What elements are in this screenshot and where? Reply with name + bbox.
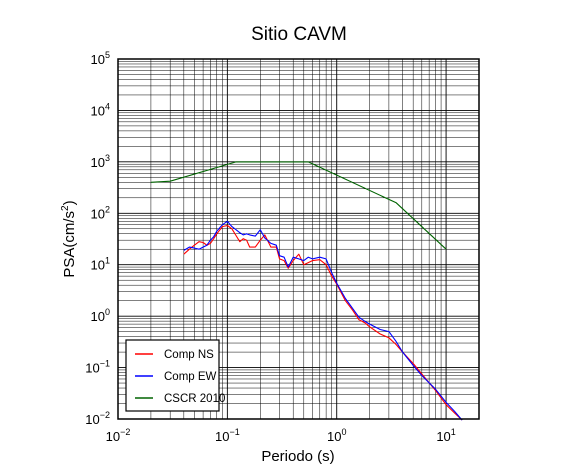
x-tick-label: 100 bbox=[327, 427, 346, 444]
series-line-cscr-2010 bbox=[150, 161, 447, 250]
y-tick-label: 101 bbox=[91, 256, 110, 273]
y-tick-label: 10−1 bbox=[85, 359, 110, 376]
plot-frame bbox=[117, 58, 480, 420]
y-tick-label: 104 bbox=[91, 101, 110, 118]
y-axis-label-exponent: 2 bbox=[60, 205, 71, 211]
x-tick-label: 10−1 bbox=[215, 427, 240, 444]
plot-series bbox=[150, 161, 463, 421]
series-line-comp-ns bbox=[183, 224, 463, 421]
y-tick-label: 105 bbox=[91, 50, 110, 67]
legend-label-comp-ns: Comp NS bbox=[164, 349, 214, 361]
y-tick-label: 10−2 bbox=[85, 410, 110, 427]
series-line-comp-ew bbox=[183, 220, 463, 421]
y-axis-label-close: ) bbox=[61, 200, 78, 205]
chart-title: Sitio CAVM bbox=[251, 24, 347, 45]
y-axis-ticks: 10−2 10−1 100 101 102 103 104 105 bbox=[85, 50, 110, 427]
x-tick-label: 101 bbox=[436, 427, 455, 444]
y-tick-label: 103 bbox=[91, 153, 110, 170]
legend-label-cscr-2010: CSCR 2010 bbox=[164, 393, 225, 405]
y-axis-label-base: PSA(cm/s bbox=[61, 211, 78, 278]
legend: Comp NS Comp EW CSCR 2010 bbox=[125, 339, 225, 412]
x-tick-label: 10−2 bbox=[106, 427, 131, 444]
x-axis-ticks: 10−2 10−1 100 101 bbox=[106, 427, 456, 444]
y-tick-label: 100 bbox=[91, 307, 110, 324]
y-axis-label: PSA(cm/s2) bbox=[60, 200, 78, 277]
x-axis-label: Periodo (s) bbox=[261, 448, 334, 465]
legend-label-comp-ew: Comp EW bbox=[164, 371, 217, 383]
y-tick-label: 102 bbox=[91, 204, 110, 221]
